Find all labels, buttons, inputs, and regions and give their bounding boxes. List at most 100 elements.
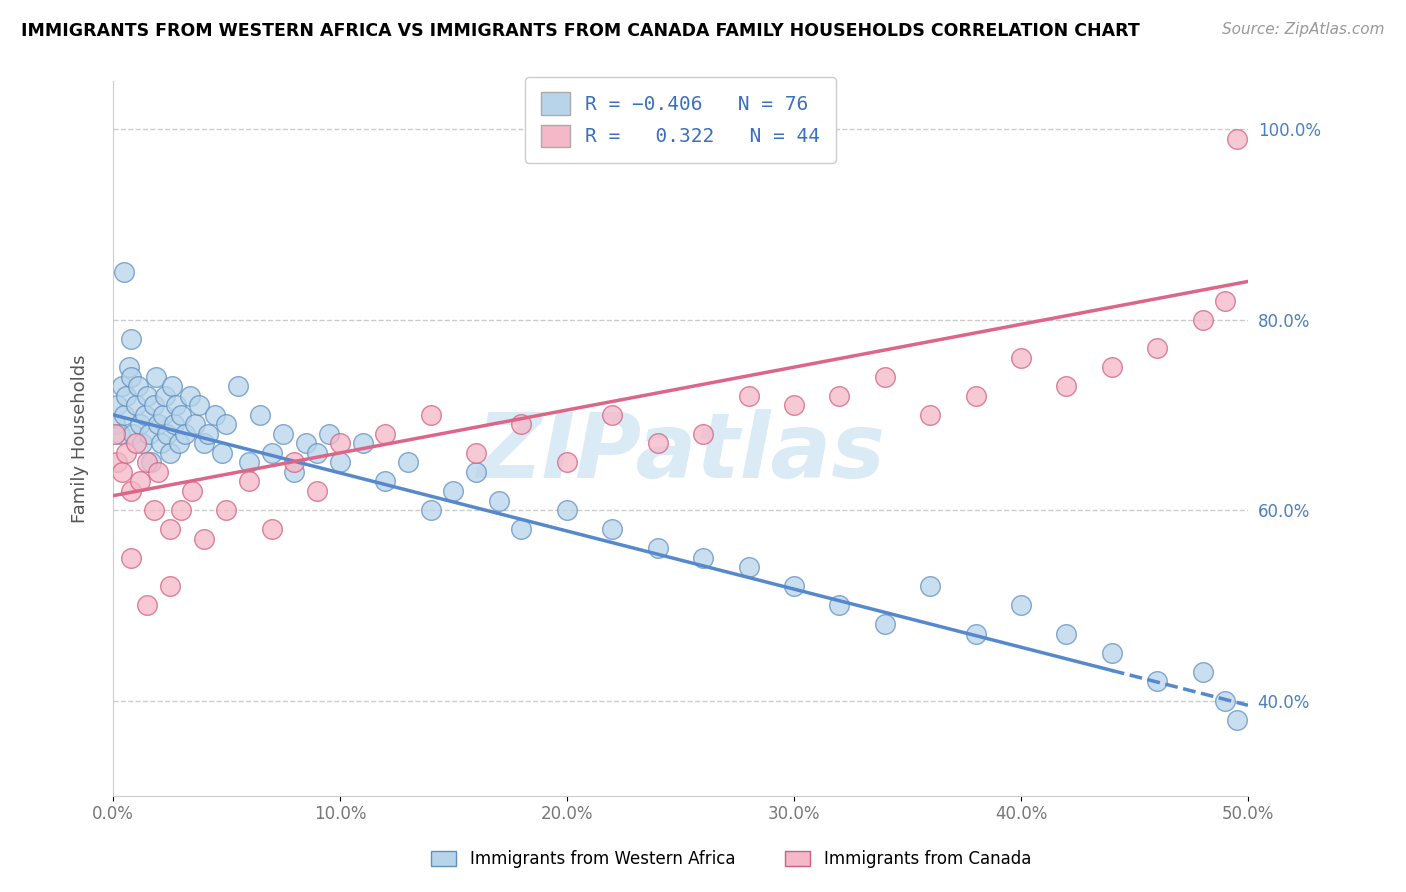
Point [122, 426, 145, 441]
Point [129, 417, 152, 432]
Point [1054, 379, 1077, 393]
Point [783, 579, 806, 593]
Point [555, 503, 578, 517]
Point [120, 550, 142, 565]
Point [238, 455, 260, 469]
Point [1226, 131, 1249, 145]
Point [131, 436, 153, 450]
Point [1146, 674, 1168, 689]
Point [165, 398, 187, 412]
Text: ZIPatlas: ZIPatlas [475, 409, 884, 497]
Point [163, 417, 186, 432]
Point [134, 408, 156, 422]
Point [647, 541, 669, 555]
Point [112, 408, 135, 422]
Point [419, 408, 441, 422]
Point [465, 465, 488, 479]
Point [159, 579, 181, 593]
Point [510, 417, 533, 432]
Point [828, 389, 851, 403]
Point [215, 503, 238, 517]
Point [193, 532, 215, 546]
Point [204, 408, 226, 422]
Point [179, 389, 201, 403]
Point [271, 426, 294, 441]
Point [159, 446, 181, 460]
Point [249, 408, 271, 422]
Point [329, 455, 352, 469]
Point [396, 455, 419, 469]
Point [104, 426, 127, 441]
Legend: R = −0.406   N = 76, R =   0.322   N = 44: R = −0.406 N = 76, R = 0.322 N = 44 [524, 77, 835, 162]
Point [170, 408, 193, 422]
Point [465, 446, 488, 460]
Point [600, 522, 623, 536]
Point [193, 436, 215, 450]
Point [148, 465, 170, 479]
Point [112, 265, 135, 279]
Point [188, 398, 211, 412]
Y-axis label: Family Households: Family Households [72, 354, 89, 523]
Point [510, 522, 533, 536]
Point [167, 436, 190, 450]
Point [115, 389, 138, 403]
Point [104, 417, 127, 432]
Point [283, 455, 305, 469]
Point [965, 627, 987, 641]
Point [152, 408, 174, 422]
Point [441, 483, 464, 498]
Text: IMMIGRANTS FROM WESTERN AFRICA VS IMMIGRANTS FROM CANADA FAMILY HOUSEHOLDS CORRE: IMMIGRANTS FROM WESTERN AFRICA VS IMMIGR… [21, 22, 1140, 40]
Point [600, 408, 623, 422]
Point [142, 398, 165, 412]
Point [828, 599, 851, 613]
Point [1226, 713, 1249, 727]
Point [920, 579, 942, 593]
Point [238, 475, 260, 489]
Point [138, 426, 160, 441]
Point [135, 599, 157, 613]
Point [181, 483, 204, 498]
Point [115, 446, 138, 460]
Point [260, 522, 283, 536]
Point [965, 389, 987, 403]
Point [1101, 360, 1123, 375]
Point [129, 475, 152, 489]
Point [307, 483, 329, 498]
Point [211, 446, 233, 460]
Point [374, 426, 396, 441]
Point [1191, 312, 1213, 326]
Point [105, 455, 128, 469]
Point [159, 522, 181, 536]
Point [1054, 627, 1077, 641]
Point [127, 379, 149, 393]
Point [108, 426, 131, 441]
Point [488, 493, 510, 508]
Point [295, 436, 318, 450]
Point [135, 455, 157, 469]
Point [183, 417, 205, 432]
Point [1101, 646, 1123, 660]
Point [329, 436, 352, 450]
Point [145, 369, 167, 384]
Point [120, 332, 142, 346]
Point [174, 426, 197, 441]
Point [873, 617, 896, 632]
Point [1213, 293, 1236, 308]
Point [307, 446, 329, 460]
Point [215, 417, 238, 432]
Point [111, 465, 134, 479]
Point [226, 379, 249, 393]
Point [197, 426, 219, 441]
Point [142, 503, 165, 517]
Point [647, 436, 669, 450]
Point [153, 389, 176, 403]
Point [737, 560, 759, 574]
Point [118, 360, 141, 375]
Point [120, 483, 142, 498]
Point [1191, 665, 1213, 679]
Text: Source: ZipAtlas.com: Source: ZipAtlas.com [1222, 22, 1385, 37]
Point [111, 379, 134, 393]
Point [120, 369, 142, 384]
Point [260, 446, 283, 460]
Point [135, 389, 157, 403]
